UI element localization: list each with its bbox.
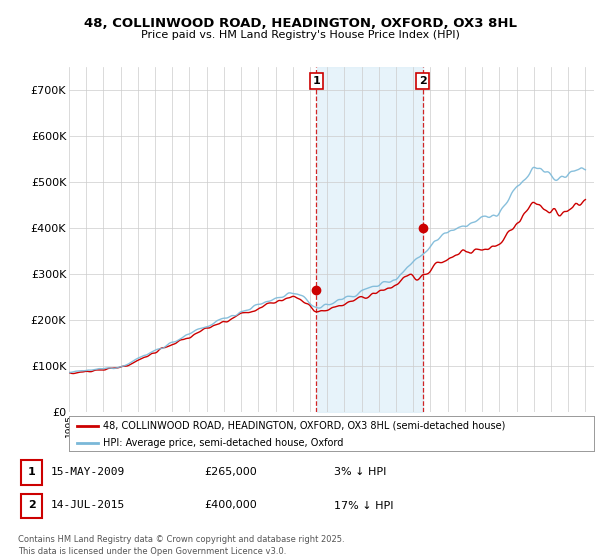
- Text: £400,000: £400,000: [204, 501, 257, 511]
- Text: £265,000: £265,000: [204, 467, 257, 477]
- Text: Price paid vs. HM Land Registry's House Price Index (HPI): Price paid vs. HM Land Registry's House …: [140, 30, 460, 40]
- Text: Contains HM Land Registry data © Crown copyright and database right 2025.
This d: Contains HM Land Registry data © Crown c…: [18, 535, 344, 556]
- Text: 3% ↓ HPI: 3% ↓ HPI: [334, 467, 386, 477]
- Text: 15-MAY-2009: 15-MAY-2009: [51, 467, 125, 477]
- Bar: [21, 460, 42, 484]
- Bar: [21, 493, 42, 518]
- Text: 48, COLLINWOOD ROAD, HEADINGTON, OXFORD, OX3 8HL: 48, COLLINWOOD ROAD, HEADINGTON, OXFORD,…: [83, 17, 517, 30]
- Text: 48, COLLINWOOD ROAD, HEADINGTON, OXFORD, OX3 8HL (semi-detached house): 48, COLLINWOOD ROAD, HEADINGTON, OXFORD,…: [103, 421, 505, 431]
- Text: 1: 1: [313, 76, 320, 86]
- Text: HPI: Average price, semi-detached house, Oxford: HPI: Average price, semi-detached house,…: [103, 438, 343, 448]
- Text: 2: 2: [419, 76, 427, 86]
- Text: 17% ↓ HPI: 17% ↓ HPI: [334, 501, 394, 511]
- Text: 14-JUL-2015: 14-JUL-2015: [51, 501, 125, 511]
- Text: 1: 1: [28, 467, 35, 477]
- Text: 2: 2: [28, 501, 35, 511]
